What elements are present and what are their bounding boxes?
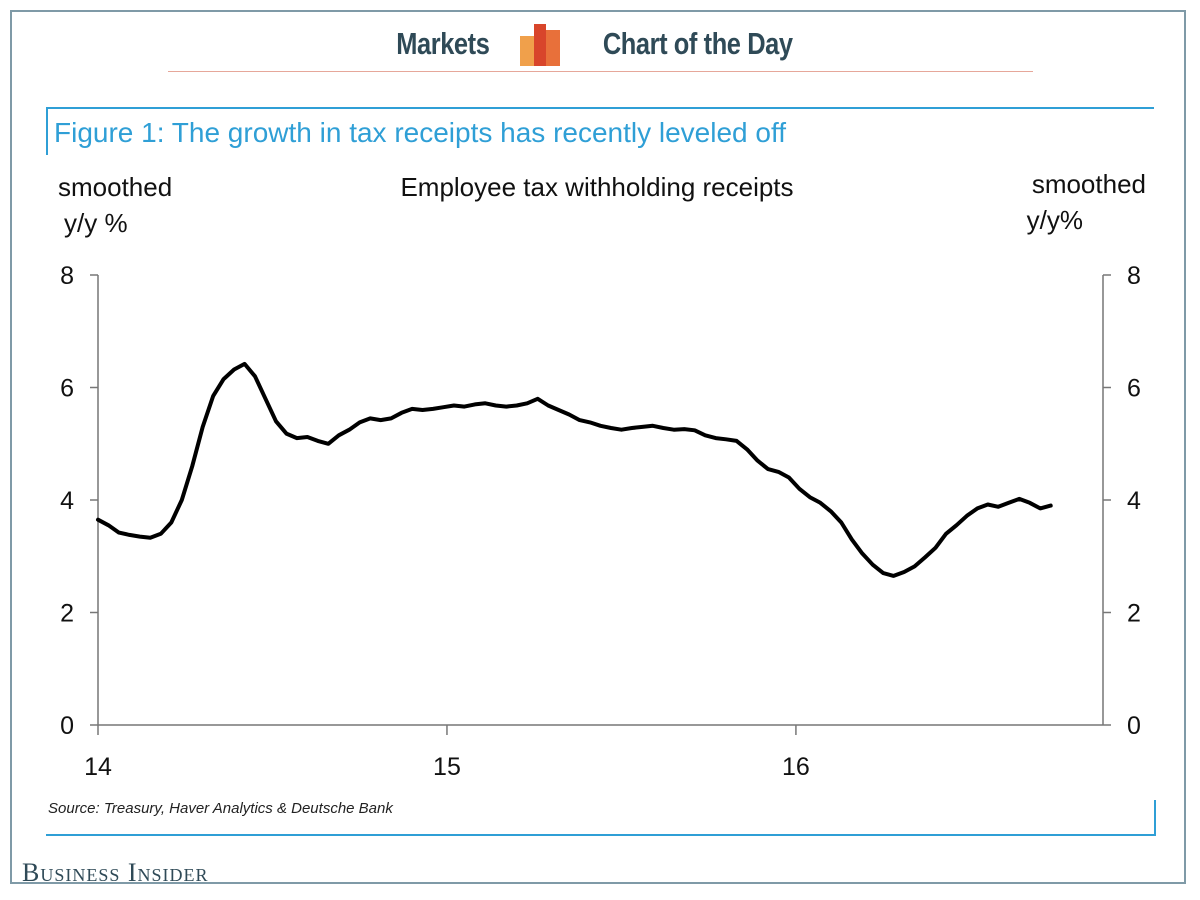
y-tick-label-left: 2: [60, 600, 74, 628]
x-tick-label: 14: [84, 753, 112, 781]
chart-title: Employee tax withholding receipts: [400, 172, 793, 202]
figure-top-rule: [46, 107, 1154, 109]
chart-of-the-day-label: Chart of the Day: [602, 26, 793, 61]
chart-series: [96, 361, 1053, 578]
header-divider: [168, 71, 1033, 72]
chart-of-the-day-logo-icon: [520, 24, 561, 66]
logo-bar-2: [534, 24, 547, 66]
y-axis-label-right-line1: smoothed: [1032, 169, 1146, 199]
source-right-rule: [1154, 800, 1156, 834]
x-tick-label: 15: [433, 753, 461, 781]
outer-frame: [10, 10, 1186, 884]
chart-labels: 0 0 2 2 4 4 6 6 8 8 14 15 16 Employee tax withholding…: [58, 169, 1146, 781]
y-tick-label-right: 8: [1127, 262, 1141, 290]
header: Markets Chart of the Day: [0, 22, 1200, 66]
y-tick-label-left: 4: [60, 487, 74, 515]
source-note: Source: Treasury, Haver Analytics & Deut…: [48, 800, 393, 817]
source-bottom-rule: [46, 834, 1156, 836]
y-tick-label-left: 8: [60, 262, 74, 290]
y-axis-label-left-line2: y/y %: [64, 208, 128, 238]
logo-bar-3: [546, 30, 561, 66]
x-tick-label: 16: [782, 753, 810, 781]
y-tick-label-left: 0: [60, 712, 74, 740]
logo-bar-1: [520, 36, 535, 66]
y-axis-label-right-line2: y/y%: [1027, 205, 1083, 235]
y-axis-label-left-line1: smoothed: [58, 172, 172, 202]
y-tick-label-right: 6: [1127, 375, 1141, 403]
business-insider-logo: Business Insider: [22, 858, 209, 887]
y-tick-label-right: 2: [1127, 600, 1141, 628]
series-line-0: [96, 361, 1053, 578]
chart-axes: [90, 274, 1111, 735]
figure-title: Figure 1: The growth in tax receipts has…: [54, 117, 787, 148]
y-tick-label-right: 4: [1127, 487, 1141, 515]
figure-left-rule: [46, 107, 48, 155]
y-tick-label-right: 0: [1127, 712, 1141, 740]
markets-label: Markets: [396, 26, 491, 61]
y-tick-label-left: 6: [60, 375, 74, 403]
